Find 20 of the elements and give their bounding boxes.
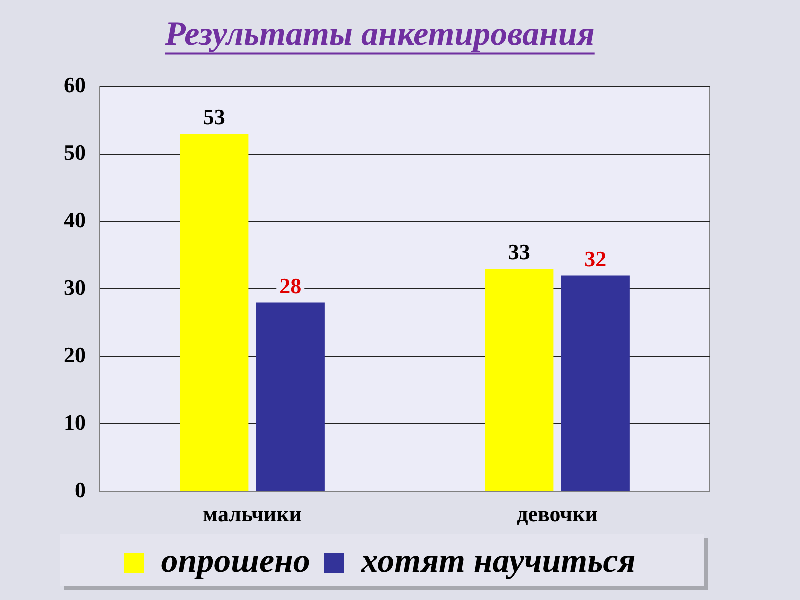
data-label: 32 (584, 246, 607, 272)
y-tick-label: 30 (64, 274, 86, 300)
legend-label: хотят научиться (360, 542, 636, 580)
data-label: 53 (203, 104, 226, 130)
chart-title: Результаты анкетирования (164, 16, 595, 54)
y-tick-label: 40 (64, 207, 86, 232)
x-tick-label: мальчики (203, 501, 302, 526)
legend-label: опрошено (161, 542, 310, 580)
y-tick-label: 50 (64, 140, 86, 165)
bar (256, 302, 325, 492)
x-tick-label: девочки (517, 501, 598, 526)
y-tick-label: 60 (64, 72, 86, 98)
bar (180, 134, 249, 492)
data-label: 28 (280, 273, 302, 298)
bar (561, 276, 630, 492)
y-tick-label: 10 (64, 410, 86, 435)
y-tick-label: 0 (75, 477, 86, 502)
y-tick-label: 20 (64, 342, 86, 368)
data-label: 33 (508, 240, 530, 265)
bar (485, 268, 554, 492)
